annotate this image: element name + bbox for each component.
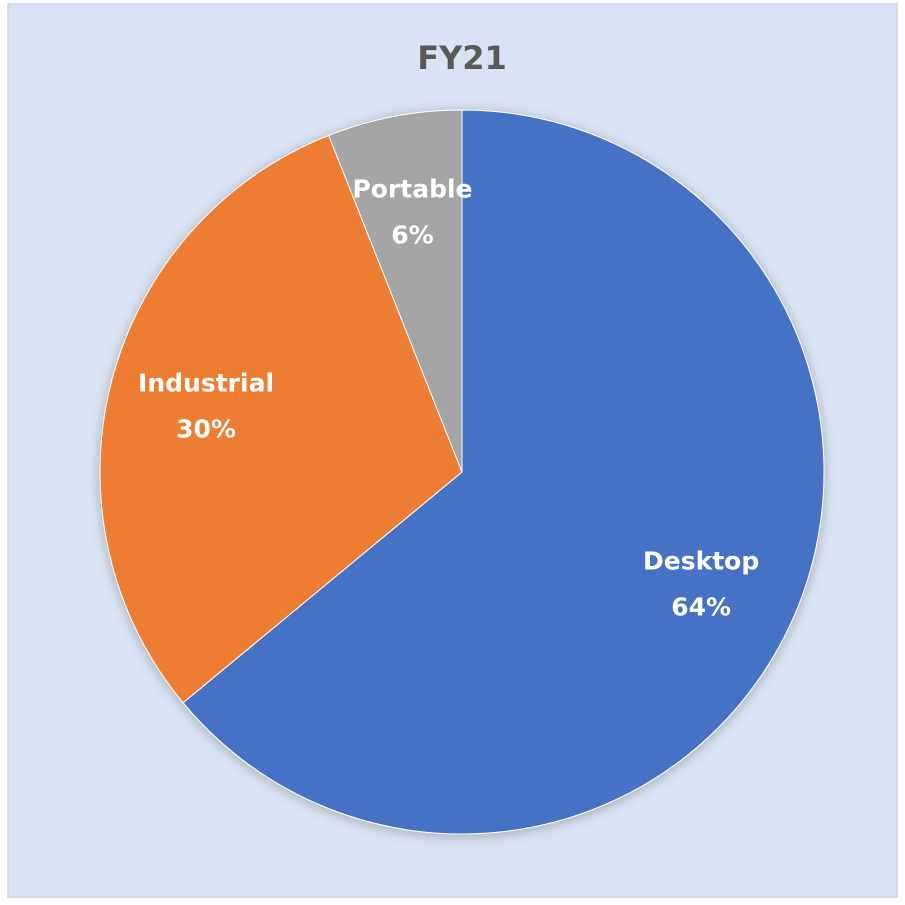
value-label: 6% [391, 220, 433, 249]
category-label: Portable [352, 174, 472, 203]
value-label: 30% [176, 414, 236, 443]
data-label: Desktop 64% [643, 547, 759, 622]
pie [99, 109, 825, 835]
labels: Desktop 64% Industrial 30% Portable 6% [138, 174, 759, 621]
value-label: 64% [671, 593, 731, 622]
pie-slice [182, 109, 825, 835]
data-label: Industrial 30% [138, 368, 274, 443]
data-label: Portable 6% [352, 174, 472, 249]
category-label: Industrial [138, 368, 274, 397]
chart-title: FY21 [417, 39, 507, 77]
pie-slice [99, 134, 463, 704]
category-label: Desktop [643, 547, 759, 576]
pie-slice [328, 109, 463, 473]
